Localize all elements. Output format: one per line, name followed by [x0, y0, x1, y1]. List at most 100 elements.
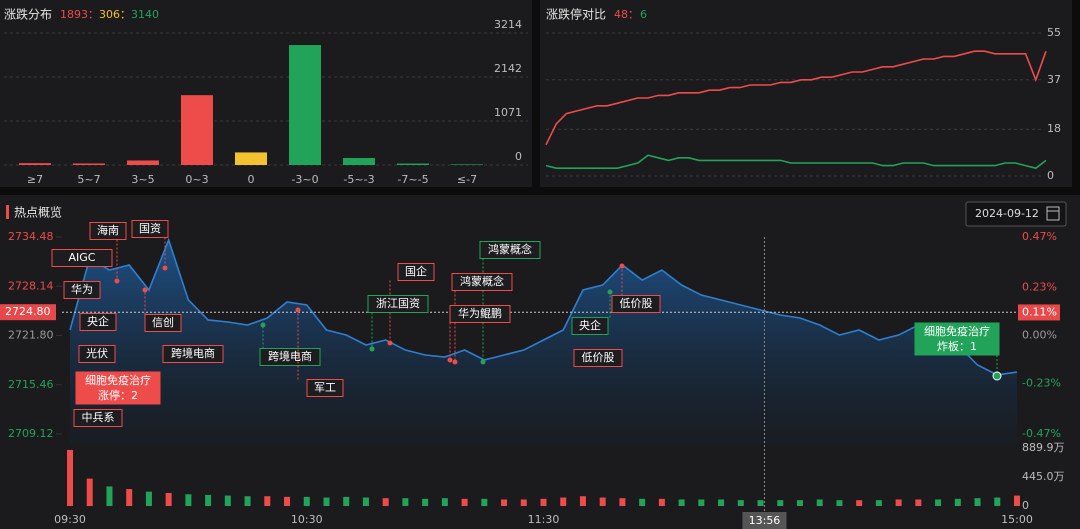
y-tick-label: 2709.12: [8, 427, 54, 440]
volume-tick-label: 0: [1022, 499, 1029, 512]
volume-bar: [718, 499, 725, 506]
annotation-box: [397, 263, 435, 281]
volume-bar: [875, 500, 882, 506]
annotation-dot: [162, 265, 168, 271]
y-tick-label: 0: [1047, 169, 1054, 182]
y-tick-label: 2142: [494, 62, 522, 75]
date-picker[interactable]: [965, 201, 1067, 227]
annotation-label: 细胞免疫治疗: [85, 373, 151, 387]
volume-bar: [126, 489, 133, 506]
volume-bar: [520, 499, 527, 506]
volume-bar: [145, 491, 152, 506]
annotation-label: 央企: [579, 318, 601, 332]
volume-bar: [106, 486, 113, 506]
volume-bar: [816, 499, 823, 506]
volume-bar: [599, 497, 606, 506]
x-tick-label: 10:30: [291, 513, 323, 526]
bar: [289, 45, 321, 165]
calendar-icon[interactable]: [1046, 206, 1060, 221]
x-tick-label: 0: [248, 173, 255, 186]
cursor-pct-box: [1018, 304, 1060, 321]
annotation-label: 光伏: [86, 346, 108, 360]
volume-bar: [402, 498, 409, 506]
volume-bar: [382, 498, 389, 506]
y-tick-label: 18: [1047, 122, 1061, 135]
y-tick-label: 3214: [494, 18, 522, 31]
annotation-dot: [480, 359, 486, 365]
title-accent: [6, 205, 9, 219]
annotation-dot: [992, 371, 1002, 381]
annotation-label: 海南: [97, 223, 119, 237]
annotation-dot: [142, 287, 148, 293]
annotation-dot: [619, 263, 625, 269]
volume-bar: [165, 492, 172, 506]
volume-bar: [422, 498, 429, 506]
annotation-box: [573, 349, 623, 367]
bar: [127, 160, 159, 165]
y-tick-label: 0: [515, 150, 522, 163]
y2-tick-label: 0.23%: [1022, 280, 1057, 293]
volume-bar: [994, 497, 1001, 506]
x-tick-label: -5~-3: [343, 173, 374, 186]
bar: [343, 158, 375, 165]
annotation-dot: [260, 322, 266, 328]
y-tick-label: 55: [1047, 26, 1061, 39]
volume-bar: [264, 496, 271, 506]
volume-bar: [974, 498, 981, 506]
annotation-box: [79, 313, 117, 331]
annotation-label: 低价股: [620, 297, 653, 310]
summary-count: ：: [120, 8, 131, 21]
annotation-label: 军工: [314, 381, 336, 394]
y-tick-label: 1071: [494, 106, 522, 119]
volume-bar: [935, 499, 942, 506]
cursor-price: 2724.80: [5, 305, 51, 318]
annotation-box: [78, 345, 116, 363]
volume-bar: [343, 496, 350, 506]
annotation-label: 细胞免疫治疗: [924, 324, 990, 338]
volume-bar: [441, 498, 448, 506]
volume-bar: [619, 498, 626, 506]
x-tick-label: 3~5: [131, 173, 154, 186]
x-tick-label: 11:30: [528, 513, 560, 526]
volume-bar: [777, 500, 784, 506]
volume-bar: [895, 499, 902, 506]
x-tick-label: 0~3: [185, 173, 208, 186]
date-text[interactable]: 2024-09-12: [975, 207, 1039, 220]
volume-bar: [678, 499, 685, 506]
y2-tick-label: 0.47%: [1022, 230, 1057, 243]
annotation-dot: [369, 346, 375, 352]
annotation-label: 信创: [152, 316, 174, 329]
summary-count: 48: [614, 8, 628, 21]
y-tick-label: 2734.48: [8, 230, 54, 243]
annotation-box: [367, 295, 429, 313]
annotation-box: [73, 409, 123, 427]
annotation-box: [144, 314, 182, 332]
annotation-box: [259, 348, 321, 366]
volume-bar: [540, 498, 547, 506]
annotation-detail: 涨停：2: [98, 388, 138, 402]
volume-bar: [639, 498, 646, 506]
y-tick-label: 2715.46: [8, 378, 54, 391]
annotation-label: 华为: [71, 282, 93, 296]
price-line: [69, 237, 1018, 376]
annotation-label: 低价股: [582, 351, 615, 364]
annotation-label: 浙江国资: [376, 297, 420, 310]
annotation-dot: [447, 357, 453, 363]
annotation-label: 国企: [405, 264, 427, 278]
volume-bar: [323, 497, 330, 506]
annotation-label: 华为鲲鹏: [458, 306, 502, 320]
bar: [73, 163, 105, 165]
volume-bar: [303, 496, 310, 506]
bar: [397, 163, 429, 165]
summary-count: 306: [99, 8, 120, 21]
volume-bar: [915, 499, 922, 506]
panel-title: 涨跌分布: [4, 7, 52, 22]
annotation-box: [89, 222, 127, 240]
annotation-dot: [387, 340, 393, 346]
volume-bar: [560, 497, 567, 506]
volume-bar: [501, 499, 508, 506]
annotation-box: [479, 241, 541, 259]
annotation-box: [611, 295, 661, 313]
volume-bar: [579, 496, 586, 506]
summary-count: 6: [640, 8, 647, 21]
